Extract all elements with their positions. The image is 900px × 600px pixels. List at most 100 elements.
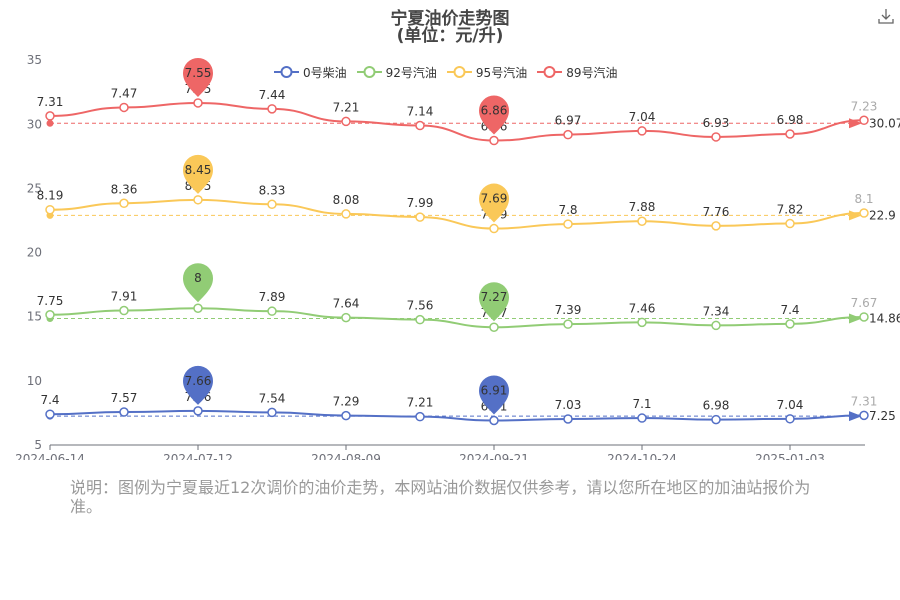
data-point[interactable] bbox=[45, 204, 55, 215]
data-label: 7.4 bbox=[780, 303, 799, 317]
x-tick-label: 2024-09-21 bbox=[459, 452, 529, 460]
data-label: 6.98 bbox=[777, 113, 804, 127]
data-point[interactable] bbox=[637, 317, 647, 328]
min-pin-label: 7.27 bbox=[481, 290, 508, 304]
data-point[interactable] bbox=[415, 314, 425, 325]
data-label: 6.97 bbox=[555, 114, 582, 128]
max-pin-shape bbox=[183, 154, 213, 194]
data-point[interactable] bbox=[45, 409, 55, 419]
data-point[interactable] bbox=[489, 415, 499, 426]
data-point[interactable] bbox=[267, 306, 277, 316]
data-point[interactable] bbox=[563, 129, 573, 140]
legend-label: 92号汽油 bbox=[385, 65, 437, 80]
data-label: 7.8 bbox=[558, 203, 577, 217]
data-point[interactable] bbox=[859, 410, 869, 421]
data-label: 7.67 bbox=[851, 296, 878, 310]
chart-legend: 0号柴油 92号汽油 95号汽油 89号汽油 bbox=[274, 62, 627, 82]
data-label: 8.08 bbox=[333, 193, 360, 207]
data-point[interactable] bbox=[711, 221, 721, 231]
min-pin-label: 7.69 bbox=[481, 192, 508, 206]
legend-label: 0号柴油 bbox=[303, 65, 347, 80]
data-point[interactable] bbox=[859, 115, 869, 126]
data-point[interactable] bbox=[193, 303, 203, 313]
data-label: 7.47 bbox=[111, 86, 138, 100]
data-point[interactable] bbox=[711, 320, 721, 331]
series-line bbox=[49, 307, 865, 329]
data-point[interactable] bbox=[193, 195, 203, 205]
data-point[interactable] bbox=[267, 104, 277, 114]
data-point[interactable] bbox=[563, 219, 573, 229]
data-label: 7.99 bbox=[407, 196, 434, 210]
data-point[interactable] bbox=[415, 212, 425, 222]
min-pin: 7.27 bbox=[479, 282, 509, 322]
data-label: 7.04 bbox=[777, 398, 804, 412]
legend-item[interactable]: 0号柴油 bbox=[274, 64, 347, 81]
data-point[interactable] bbox=[267, 407, 277, 418]
x-tick-label: 2024-07-12 bbox=[163, 452, 233, 460]
data-point[interactable] bbox=[785, 218, 795, 229]
x-tick-label: 2024-08-09 bbox=[311, 452, 381, 460]
data-point[interactable] bbox=[415, 411, 425, 422]
data-point[interactable] bbox=[859, 208, 869, 218]
data-point[interactable] bbox=[193, 406, 203, 416]
data-point[interactable] bbox=[341, 116, 351, 127]
max-pin-shape bbox=[183, 365, 213, 405]
data-point[interactable] bbox=[267, 199, 277, 210]
data-point[interactable] bbox=[859, 312, 869, 322]
max-pin: 7.55 bbox=[183, 57, 213, 97]
data-label: 8.36 bbox=[111, 182, 138, 196]
data-label: 7.03 bbox=[555, 398, 582, 412]
data-label: 7.1 bbox=[632, 397, 651, 411]
data-label: 8.19 bbox=[37, 189, 64, 203]
data-point[interactable] bbox=[563, 319, 573, 329]
data-point[interactable] bbox=[415, 120, 425, 131]
data-point[interactable] bbox=[489, 223, 499, 234]
series-1: 14.867.757.9187.897.647.567.277.397.467.… bbox=[37, 287, 900, 332]
legend-marker-icon bbox=[356, 66, 382, 78]
data-point[interactable] bbox=[119, 407, 129, 417]
data-point[interactable] bbox=[489, 322, 499, 332]
data-label: 7.04 bbox=[629, 110, 656, 124]
data-point[interactable] bbox=[341, 209, 351, 219]
data-label: 7.23 bbox=[851, 99, 878, 113]
data-point[interactable] bbox=[711, 414, 721, 425]
data-point[interactable] bbox=[711, 132, 721, 142]
data-point[interactable] bbox=[119, 305, 129, 316]
min-pin-shape bbox=[479, 95, 509, 135]
legend-item[interactable]: 95号汽油 bbox=[446, 64, 527, 81]
data-label: 7.89 bbox=[259, 290, 286, 304]
y-axis: 5 10 15 20 25 30 35 bbox=[27, 53, 42, 452]
data-point[interactable] bbox=[785, 129, 795, 139]
data-label: 6.93 bbox=[703, 116, 730, 130]
data-point[interactable] bbox=[45, 310, 55, 320]
data-label: 7.56 bbox=[407, 299, 434, 313]
data-point[interactable] bbox=[45, 111, 55, 121]
data-point[interactable] bbox=[785, 319, 795, 329]
max-pin: 8 bbox=[183, 263, 213, 303]
data-point[interactable] bbox=[637, 413, 647, 423]
chart-note: 说明：图例为宁夏最近12次调价的油价走势，本网站油价数据仅供参考，请以您所在地区… bbox=[70, 478, 811, 516]
series-2: 22.98.198.368.458.338.087.997.697.87.887… bbox=[37, 179, 896, 234]
data-point[interactable] bbox=[341, 312, 351, 323]
data-point[interactable] bbox=[119, 198, 129, 209]
legend-item[interactable]: 89号汽油 bbox=[537, 64, 617, 81]
data-point[interactable] bbox=[119, 102, 129, 113]
y-tick-label: 25 bbox=[27, 181, 42, 195]
data-point[interactable] bbox=[637, 126, 647, 136]
data-point[interactable] bbox=[563, 414, 573, 424]
average-line-arrow bbox=[849, 313, 862, 324]
data-point[interactable] bbox=[341, 410, 351, 421]
min-pin-shape bbox=[479, 375, 509, 415]
legend-item[interactable]: 92号汽油 bbox=[356, 64, 437, 81]
download-icon[interactable] bbox=[876, 6, 896, 26]
data-label: 7.57 bbox=[111, 391, 138, 405]
data-point[interactable] bbox=[193, 98, 203, 108]
average-label: 14.86 bbox=[869, 311, 900, 325]
data-point[interactable] bbox=[785, 414, 795, 424]
data-point[interactable] bbox=[637, 216, 647, 226]
data-label: 6.98 bbox=[703, 399, 730, 413]
data-label: 7.4 bbox=[40, 393, 59, 407]
data-point[interactable] bbox=[489, 135, 499, 146]
max-pin-label: 8 bbox=[194, 271, 202, 285]
y-tick-label: 5 bbox=[34, 438, 42, 452]
